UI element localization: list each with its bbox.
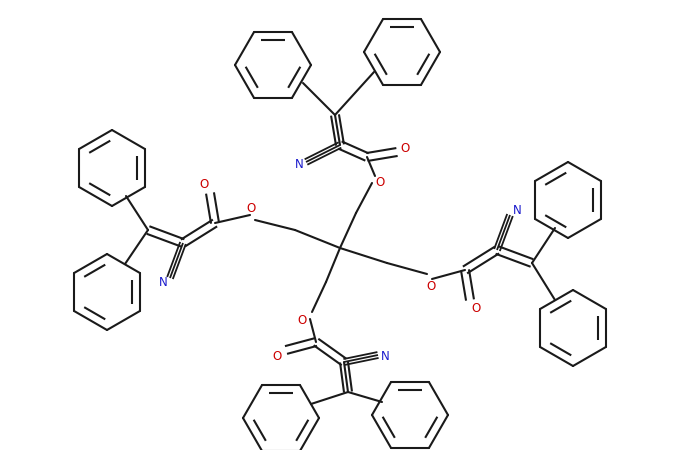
Text: O: O [246, 202, 256, 215]
Text: N: N [294, 158, 303, 171]
Text: O: O [273, 351, 282, 364]
Text: O: O [375, 176, 385, 189]
Text: O: O [401, 141, 409, 154]
Text: O: O [471, 302, 481, 315]
Text: N: N [381, 351, 390, 364]
Text: N: N [158, 276, 167, 289]
Text: O: O [426, 279, 436, 292]
Text: O: O [199, 179, 209, 192]
Text: O: O [297, 314, 307, 327]
Text: N: N [513, 203, 522, 216]
